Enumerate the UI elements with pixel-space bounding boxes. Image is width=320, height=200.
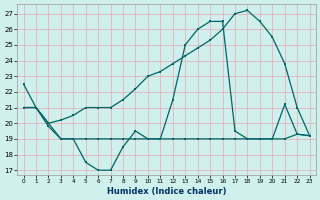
X-axis label: Humidex (Indice chaleur): Humidex (Indice chaleur) (107, 187, 226, 196)
